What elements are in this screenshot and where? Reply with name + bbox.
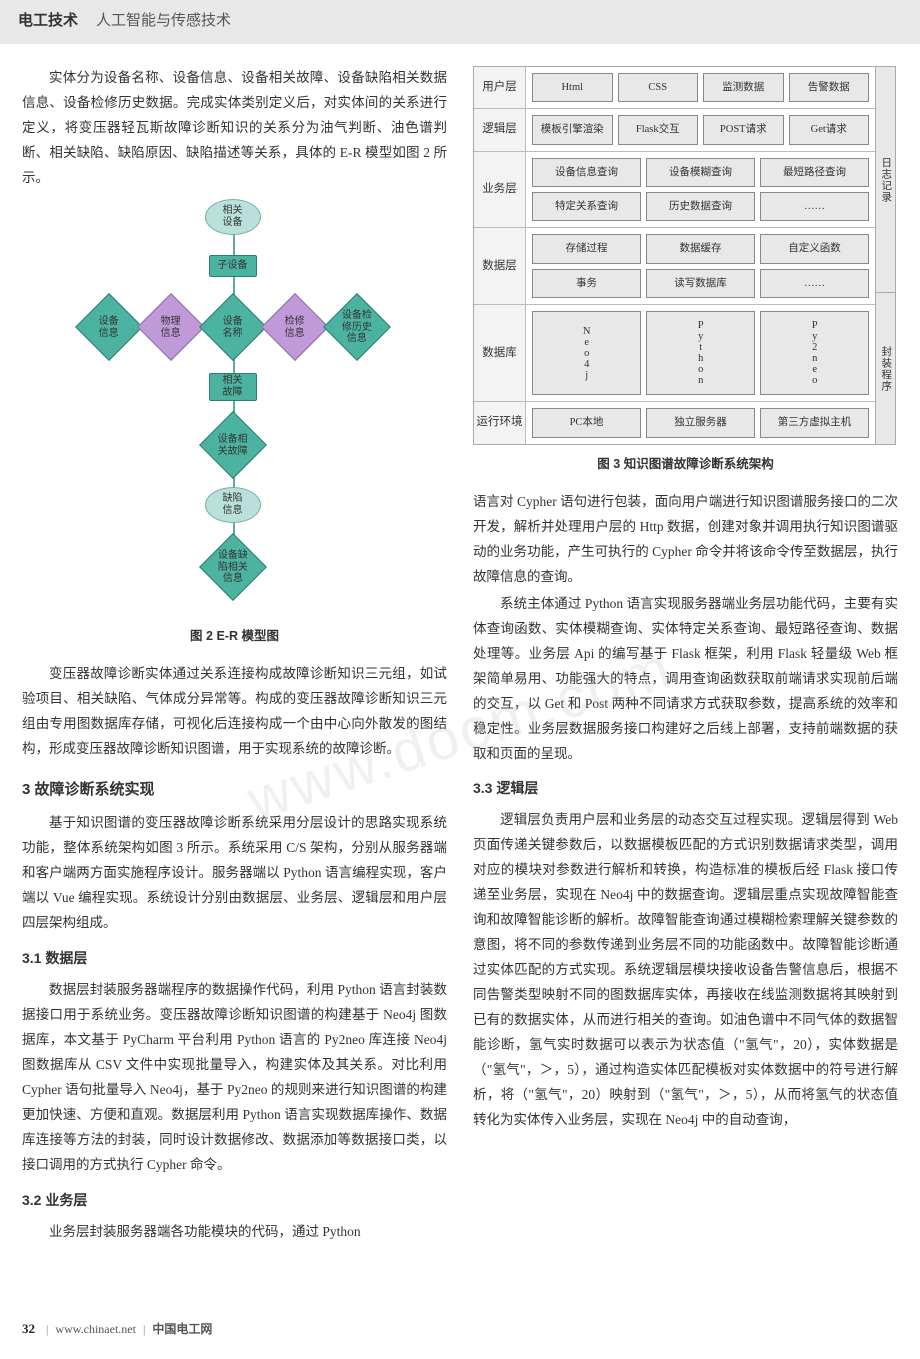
node-subdevice: 子设备	[209, 255, 257, 277]
arch-box: 自定义函数	[760, 234, 869, 263]
right-column: 用户层HtmlCSS监测数据告警数据逻辑层模板引擎渲染Flask交互POST请求…	[473, 66, 898, 1247]
heading-3-2: 3.2 业务层	[22, 1188, 447, 1214]
figure-3-architecture: 用户层HtmlCSS监测数据告警数据逻辑层模板引擎渲染Flask交互POST请求…	[473, 66, 898, 445]
arch-layer-label: 业务层	[474, 152, 526, 228]
arch-layer-label: 运行环境	[474, 402, 526, 443]
footer-site: www.chinaet.net	[55, 1322, 136, 1336]
footer-sep2: |	[143, 1322, 145, 1336]
node-device-fault: 设备相 关故障	[199, 411, 267, 479]
intro-paragraph: 实体分为设备名称、设备信息、设备相关故障、设备缺陷相关数据信息、设备检修历史数据…	[22, 66, 447, 191]
arch-box: ……	[760, 192, 869, 221]
arch-box: 特定关系查询	[532, 192, 641, 221]
header-subcategory: 人工智能与传感技术	[96, 8, 231, 36]
arch-box: POST请求	[703, 115, 784, 144]
arch-box: 存储过程	[532, 234, 641, 263]
arch-layer-label: 逻辑层	[474, 109, 526, 150]
footer-brand: 中国电工网	[152, 1322, 212, 1336]
arch-box: Python	[646, 311, 755, 395]
paragraph-triples: 变压器故障诊断实体通过关系连接构成故障诊断知识三元组，如试验项目、相关缺陷、气体…	[22, 662, 447, 762]
paragraph-cypher-wrap: 语言对 Cypher 语句进行包装，面向用户端进行知识图谱服务接口的二次开发，解…	[473, 490, 898, 590]
paragraph-python-api: 系统主体通过 Python 语言实现服务器端业务层功能代码，主要有实体查询函数、…	[473, 592, 898, 767]
arch-box: 模板引擎渲染	[532, 115, 613, 144]
arch-layer-0: 用户层HtmlCSS监测数据告警数据	[474, 67, 875, 109]
paragraph-business-layer: 业务层封装服务器端各功能模块的代码，通过 Python	[22, 1220, 447, 1245]
heading-3-1: 3.1 数据层	[22, 946, 447, 972]
side-wrap: 封装程序	[876, 293, 896, 444]
page-header: 电工技术 人工智能与传感技术	[0, 0, 920, 44]
arch-layer-label: 用户层	[474, 67, 526, 108]
arch-box: 独立服务器	[646, 408, 755, 437]
arch-layer-body: HtmlCSS监测数据告警数据	[526, 67, 875, 108]
side-log: 日志记录	[876, 66, 896, 294]
paragraph-logic-layer: 逻辑层负责用户层和业务层的动态交互过程实现。逻辑层得到 Web 页面传递关键参数…	[473, 808, 898, 1133]
arch-box: Neo4j	[532, 311, 641, 395]
arch-layer-2: 业务层设备信息查询设备模糊查询最短路径查询特定关系查询历史数据查询……	[474, 152, 875, 229]
arch-layer-label: 数据层	[474, 228, 526, 304]
arch-layer-body: PC本地独立服务器第三方虚拟主机	[526, 402, 875, 443]
node-repair-info: 检修 信息	[261, 293, 329, 361]
arch-layer-5: 运行环境PC本地独立服务器第三方虚拟主机	[474, 402, 875, 443]
figure-3-caption: 图 3 知识图谱故障诊断系统架构	[473, 453, 898, 476]
arch-box: Get请求	[789, 115, 870, 144]
arch-box: 数据缓存	[646, 234, 755, 263]
arch-box: 历史数据查询	[646, 192, 755, 221]
arch-layer-body: Neo4jPythonPy2neo	[526, 305, 875, 401]
arch-layer-3: 数据层存储过程数据缓存自定义函数事务读写数据库……	[474, 228, 875, 305]
node-physical-info: 物理 信息	[137, 293, 205, 361]
architecture-table: 用户层HtmlCSS监测数据告警数据逻辑层模板引擎渲染Flask交互POST请求…	[473, 66, 876, 445]
node-repair-history: 设备检 修历史 信息	[323, 293, 391, 361]
paragraph-data-layer: 数据层封装服务器端程序的数据操作代码，利用 Python 语言封装数据接口用于系…	[22, 978, 447, 1178]
arch-box: PC本地	[532, 408, 641, 437]
arch-box: 设备信息查询	[532, 158, 641, 187]
page-number: 32	[22, 1321, 35, 1336]
arch-box: 告警数据	[789, 73, 870, 102]
node-defect-related: 设备缺 陷相关 信息	[199, 533, 267, 601]
two-column-content: 实体分为设备名称、设备信息、设备相关故障、设备缺陷相关数据信息、设备检修历史数据…	[0, 66, 920, 1247]
arch-box: 读写数据库	[646, 269, 755, 298]
arch-box: 设备模糊查询	[646, 158, 755, 187]
arch-layer-label: 数据库	[474, 305, 526, 401]
page-footer: 32 | www.chinaet.net | 中国电工网	[22, 1317, 212, 1341]
footer-sep: |	[46, 1322, 48, 1336]
left-column: 实体分为设备名称、设备信息、设备相关故障、设备缺陷相关数据信息、设备检修历史数据…	[22, 66, 447, 1247]
arch-box: Html	[532, 73, 613, 102]
arch-layer-1: 逻辑层模板引擎渲染Flask交互POST请求Get请求	[474, 109, 875, 151]
node-device-name: 设备 名称	[199, 293, 267, 361]
header-category: 电工技术	[18, 8, 78, 36]
arch-layer-body: 模板引擎渲染Flask交互POST请求Get请求	[526, 109, 875, 150]
arch-box: ……	[760, 269, 869, 298]
arch-layer-body: 存储过程数据缓存自定义函数事务读写数据库……	[526, 228, 875, 304]
arch-box: 第三方虚拟主机	[760, 408, 869, 437]
arch-box: 事务	[532, 269, 641, 298]
node-related-fault: 相关 故障	[209, 373, 257, 401]
figure-2-er-model: 相关 设备 子设备 设备 信息 物理 信息 设备 名称 检修 信息 设备检 修历…	[22, 197, 447, 617]
node-defect-info: 缺陷 信息	[205, 487, 261, 523]
arch-box: 最短路径查询	[760, 158, 869, 187]
arch-layer-4: 数据库Neo4jPythonPy2neo	[474, 305, 875, 402]
node-related-device: 相关 设备	[205, 199, 261, 235]
node-device-info: 设备 信息	[75, 293, 143, 361]
arch-box: Py2neo	[760, 311, 869, 395]
paragraph-sys-overview: 基于知识图谱的变压器故障诊断系统采用分层设计的思路实现系统功能，整体系统架构如图…	[22, 811, 447, 936]
arch-box: 监测数据	[703, 73, 784, 102]
heading-3: 3 故障诊断系统实现	[22, 776, 447, 804]
arch-box: CSS	[618, 73, 699, 102]
figure-2-caption: 图 2 E-R 模型图	[22, 625, 447, 648]
arch-layer-body: 设备信息查询设备模糊查询最短路径查询特定关系查询历史数据查询……	[526, 152, 875, 228]
arch-box: Flask交互	[618, 115, 699, 144]
heading-3-3: 3.3 逻辑层	[473, 776, 898, 802]
